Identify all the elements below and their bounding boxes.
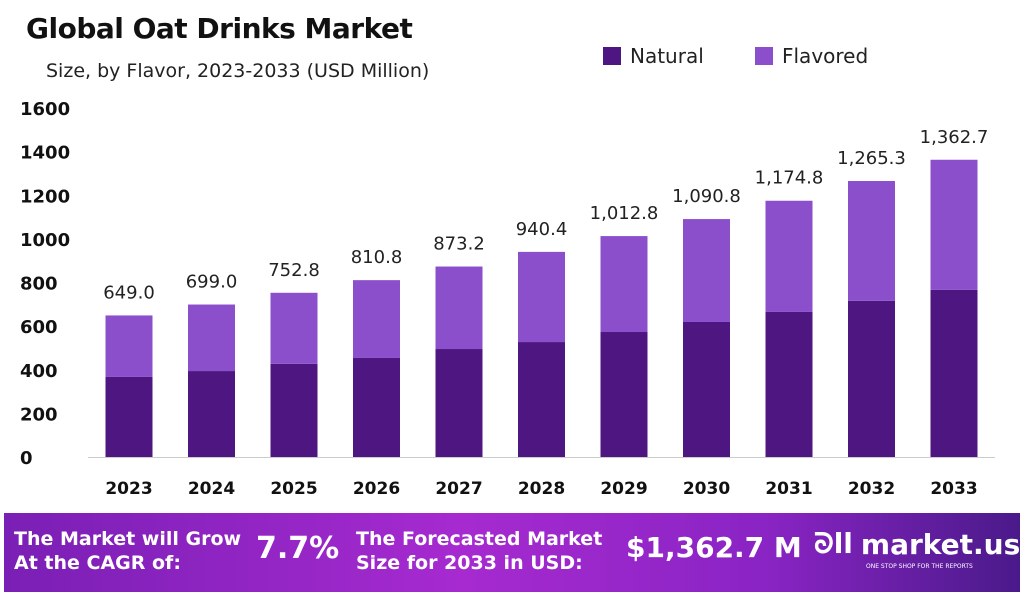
data-label-total-2028: 940.4 xyxy=(516,219,568,240)
y-tick-label: 800 xyxy=(20,274,58,295)
bar-natural-2029 xyxy=(600,332,648,457)
bar-chart: 0 200 400 600 800 1000 1200 1400 1600 649.0 2023 69… xyxy=(20,99,995,499)
bar-flavored-2033 xyxy=(930,159,978,290)
bar-natural-2024 xyxy=(188,371,235,457)
x-tick-label: 2027 xyxy=(435,479,482,499)
data-label-total-2030: 1,090.8 xyxy=(672,186,741,207)
data-label-total-2027: 873.2 xyxy=(433,234,485,255)
y-tick-label: 1400 xyxy=(20,143,70,164)
y-tick-label: 1600 xyxy=(20,99,70,120)
x-tick-label: 2025 xyxy=(270,479,317,499)
forecast-label: The Forecasted Market Size for 2033 in US… xyxy=(356,527,602,575)
x-tick-label: 2028 xyxy=(518,479,565,499)
forecast-label-line2: Size for 2033 in USD: xyxy=(356,552,583,574)
bar-flavored-2026 xyxy=(353,280,400,358)
logo-tagline: ONE STOP SHOP FOR THE REPORTS xyxy=(866,563,973,570)
bar-natural-2025 xyxy=(270,363,318,457)
bar-natural-2028 xyxy=(518,342,565,457)
x-tick-label: 2031 xyxy=(765,479,812,499)
legend-swatch-flavored xyxy=(755,47,773,65)
data-label-total-2031: 1,174.8 xyxy=(755,168,824,189)
legend-natural: Natural xyxy=(603,44,704,68)
y-tick-label: 0 xyxy=(20,448,33,469)
bar-natural-2032 xyxy=(848,300,895,457)
x-tick-label: 2023 xyxy=(105,479,152,499)
cagr-label: The Market will Grow At the CAGR of: xyxy=(14,527,241,575)
bar-flavored-2027 xyxy=(435,266,483,350)
bar-flavored-2030 xyxy=(683,219,730,322)
data-label-total-2024: 699.0 xyxy=(186,272,238,293)
cagr-label-line2: At the CAGR of: xyxy=(14,552,181,574)
chart-title: Global Oat Drinks Market xyxy=(26,12,413,45)
x-tick-label: 2029 xyxy=(600,479,647,499)
y-tick-label: 1200 xyxy=(20,186,70,207)
x-tick-label: 2030 xyxy=(683,479,730,499)
bar-flavored-2032 xyxy=(848,181,895,301)
x-tick-label: 2026 xyxy=(353,479,400,499)
chart-subtitle: Size, by Flavor, 2023-2033 (USD Million) xyxy=(46,60,430,82)
data-label-total-2023: 649.0 xyxy=(103,282,155,303)
forecast-value: $1,362.7 M xyxy=(626,531,802,564)
bar-flavored-2025 xyxy=(270,292,318,364)
market-us-logo: ᘐll market.us ONE STOP SHOP FOR THE REPO… xyxy=(814,527,1021,570)
legend-label: Natural xyxy=(630,44,704,68)
bar-flavored-2024 xyxy=(188,304,235,372)
logo-text: market.us xyxy=(860,527,1021,561)
data-label-total-2033: 1,362.7 xyxy=(920,127,989,148)
bar-natural-2033 xyxy=(930,289,978,457)
data-label-total-2029: 1,012.8 xyxy=(590,203,659,224)
bar-natural-2023 xyxy=(105,376,153,457)
cagr-label-line1: The Market will Grow xyxy=(14,528,242,550)
y-tick-label: 200 xyxy=(20,404,58,425)
footer-banner: The Market will Grow At the CAGR of: 7.7%… xyxy=(4,513,1020,592)
legend-label: Flavored xyxy=(782,44,869,68)
legend-swatch-natural xyxy=(603,47,621,65)
y-tick-label: 400 xyxy=(20,361,58,382)
y-tick-label: 1000 xyxy=(20,230,70,251)
bar-flavored-2028 xyxy=(518,251,565,343)
x-tick-label: 2033 xyxy=(930,479,977,499)
x-tick-label: 2032 xyxy=(848,479,895,499)
bar-natural-2026 xyxy=(353,357,400,457)
bar-natural-2031 xyxy=(765,311,813,457)
bar-natural-2030 xyxy=(683,321,730,457)
bar-flavored-2023 xyxy=(105,315,153,377)
data-label-total-2026: 810.8 xyxy=(351,247,403,268)
forecast-label-line1: The Forecasted Market xyxy=(356,528,603,550)
bar-flavored-2031 xyxy=(765,200,813,312)
cagr-value: 7.7% xyxy=(256,531,340,566)
y-tick-label: 600 xyxy=(20,317,58,338)
legend-flavored: Flavored xyxy=(755,44,868,68)
logo-icon: ᘐll xyxy=(814,527,853,560)
bar-natural-2027 xyxy=(435,349,483,457)
data-label-total-2025: 752.8 xyxy=(268,260,320,281)
bar-flavored-2029 xyxy=(600,236,648,333)
x-tick-label: 2024 xyxy=(188,479,235,499)
data-label-total-2032: 1,265.3 xyxy=(837,148,906,169)
